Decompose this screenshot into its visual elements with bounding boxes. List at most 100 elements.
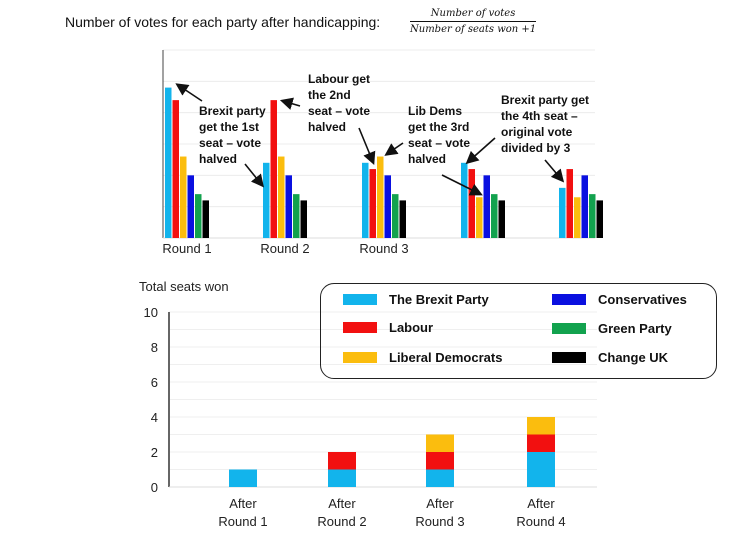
x-tick-label: Round 1 <box>218 514 267 529</box>
annotation-line: Lib Dems <box>408 104 463 118</box>
annotation-arrow <box>358 127 376 165</box>
y-tick-label: 10 <box>144 305 158 320</box>
bar-change-uk <box>498 200 505 238</box>
x-tick-label: Round 4 <box>516 514 565 529</box>
x-tick-label: Round 2 <box>260 241 309 256</box>
bar-labour <box>566 169 573 238</box>
annotation-line: get the 3rd <box>408 120 470 134</box>
annotation-4: Brexit party get the 4th seat – original… <box>501 92 589 156</box>
legend-label: Change UK <box>598 350 669 365</box>
bar-the-brexit-party <box>263 162 270 238</box>
stacked-bar-labour <box>328 452 356 470</box>
bar-green-party <box>293 194 300 238</box>
bar-green-party <box>195 194 202 238</box>
annotation-arrow <box>441 174 483 196</box>
annotation-arrow <box>544 159 565 183</box>
bar-labour <box>172 100 179 238</box>
legend-swatch <box>343 322 377 333</box>
formula-numerator: Number of votes <box>410 8 537 22</box>
annotation-arrow <box>465 137 496 165</box>
x-tick-label: After <box>229 496 257 511</box>
bar-green-party <box>589 194 596 238</box>
formula-denominator: Number of seats won +1 <box>410 24 537 35</box>
annotation-line: Brexit party get <box>501 93 590 107</box>
stacked-bar-labour <box>527 434 555 452</box>
bar-change-uk <box>202 200 209 238</box>
stacked-bar-the-brexit-party <box>328 469 356 487</box>
annotation-line: divided by 3 <box>501 141 571 155</box>
annotation-line: Brexit party <box>199 104 266 118</box>
legend-item-labour: Labour <box>343 320 433 335</box>
x-tick-label: Round 1 <box>162 241 211 256</box>
legend-swatch <box>552 352 586 363</box>
annotation-3: Lib Dems get the 3rd seat – vote halved <box>408 103 470 167</box>
legend: The Brexit Party Labour Liberal Democrats C… <box>320 283 717 379</box>
bar-the-brexit-party <box>362 162 369 238</box>
annotation-line: halved <box>408 152 447 166</box>
annotation-line: the 2nd <box>308 88 351 102</box>
annotation-arrow <box>244 163 265 188</box>
y-axis-label: Total seats won <box>139 279 229 294</box>
x-tick-label: Round 2 <box>317 514 366 529</box>
stacked-bar-the-brexit-party <box>527 452 555 487</box>
legend-item-the-brexit-party: The Brexit Party <box>343 292 489 307</box>
bar-green-party <box>392 194 399 238</box>
annotation-line: seat – vote <box>308 104 371 118</box>
legend-item-conservatives: Conservatives <box>552 292 687 307</box>
bar-labour <box>369 169 376 238</box>
bar-change-uk <box>596 200 603 238</box>
legend-label: The Brexit Party <box>389 292 489 307</box>
legend-label: Liberal Democrats <box>389 350 503 365</box>
y-tick-label: 0 <box>151 480 158 495</box>
annotation-line: halved <box>199 152 238 166</box>
legend-item-green-party: Green Party <box>552 321 672 336</box>
bar-liberal-democrats <box>476 197 483 238</box>
bar-conservatives <box>384 175 391 238</box>
chart-title: Number of votes for each party after han… <box>65 14 381 30</box>
annotation-line: Labour get <box>308 72 370 86</box>
bar-labour <box>468 169 475 238</box>
y-tick-label: 6 <box>151 375 158 390</box>
annotation-line: seat – vote <box>199 136 262 150</box>
annotation-arrow <box>175 83 203 102</box>
bar-the-brexit-party <box>559 187 566 238</box>
bar-conservatives <box>483 175 490 238</box>
bar-liberal-democrats <box>278 156 285 238</box>
annotation-arrow <box>384 142 404 156</box>
bar-liberal-democrats <box>377 156 384 238</box>
bar-liberal-democrats <box>180 156 187 238</box>
stacked-bar-the-brexit-party <box>426 469 454 487</box>
y-tick-label: 4 <box>151 410 158 425</box>
annotation-line: get the 1st <box>199 120 260 134</box>
bar-conservatives <box>285 175 292 238</box>
y-tick-label: 8 <box>151 340 158 355</box>
legend-swatch <box>552 294 586 305</box>
legend-item-liberal-democrats: Liberal Democrats <box>343 350 502 365</box>
stacked-bar-liberal-democrats <box>426 434 454 452</box>
legend-label: Green Party <box>598 321 672 336</box>
x-tick-label: After <box>426 496 454 511</box>
annotation-line: the 4th seat – <box>501 109 578 123</box>
legend-item-change-uk: Change UK <box>552 350 668 365</box>
annotation-line: seat – vote <box>408 136 471 150</box>
annotation-1: Brexit party get the 1st seat – vote hal… <box>199 103 266 167</box>
legend-swatch <box>343 352 377 363</box>
x-tick-label: After <box>328 496 356 511</box>
formula: Number of votes Number of seats won +1 <box>410 8 537 35</box>
legend-swatch <box>343 294 377 305</box>
annotation-line: original vote <box>501 125 573 139</box>
x-tick-label: Round 3 <box>359 241 408 256</box>
bar-change-uk <box>300 200 307 238</box>
bar-green-party <box>491 194 498 238</box>
annotation-arrow <box>279 97 301 110</box>
legend-swatch <box>552 323 586 334</box>
annotation-2: Labour get the 2nd seat – vote halved <box>308 71 370 135</box>
legend-label: Labour <box>389 320 434 335</box>
legend-label: Conservatives <box>598 292 687 307</box>
bar-liberal-democrats <box>574 197 581 238</box>
bar-the-brexit-party <box>461 162 468 238</box>
x-tick-label: Round 3 <box>415 514 464 529</box>
bar-the-brexit-party <box>165 87 172 238</box>
